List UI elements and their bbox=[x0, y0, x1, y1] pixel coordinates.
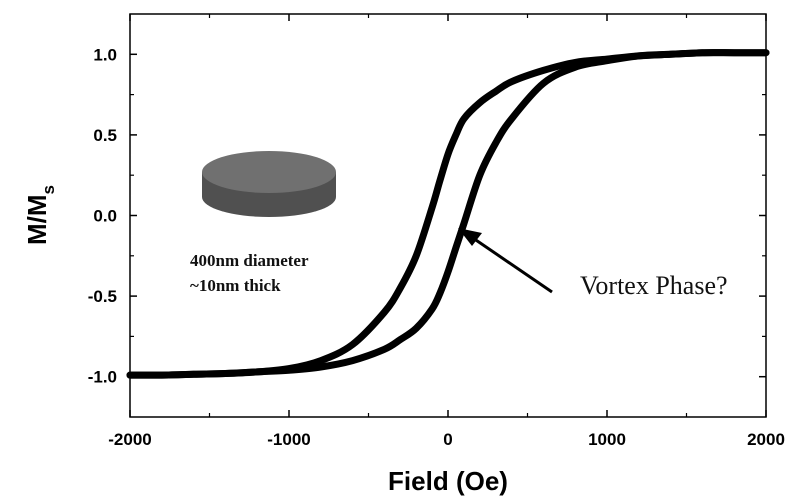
vortex-arrow bbox=[458, 228, 553, 294]
data-point bbox=[158, 372, 165, 379]
data-point bbox=[445, 151, 451, 158]
series-layer bbox=[126, 49, 770, 379]
data-point bbox=[460, 115, 467, 122]
y-tick-label: 0.5 bbox=[93, 126, 117, 145]
data-point bbox=[492, 140, 499, 146]
data-point bbox=[452, 244, 459, 251]
data-point bbox=[667, 51, 674, 58]
x-axis-title: Field (Oe) bbox=[388, 466, 508, 496]
data-point bbox=[763, 49, 769, 56]
y-tick-label: -0.5 bbox=[88, 287, 117, 306]
data-point bbox=[476, 172, 483, 179]
disk-size-label: 400nm diameter bbox=[190, 251, 309, 270]
x-tick-label: -2000 bbox=[108, 430, 151, 449]
y-tick-label: -1.0 bbox=[88, 368, 117, 387]
svg-text:M/Ms: M/Ms bbox=[22, 185, 58, 245]
arrow-shaft bbox=[469, 234, 553, 294]
disk-illustration bbox=[202, 151, 336, 217]
data-point bbox=[437, 289, 444, 296]
data-point bbox=[429, 306, 436, 312]
y-axis-title-main: M/M bbox=[22, 194, 52, 245]
hysteresis-branch-1 bbox=[126, 49, 770, 379]
data-point bbox=[508, 115, 515, 122]
vortex-phase-label: Vortex Phase? bbox=[580, 271, 728, 300]
x-tick-label: -1000 bbox=[267, 430, 310, 449]
data-point bbox=[222, 370, 229, 377]
y-axis-title: M/Ms bbox=[22, 185, 58, 245]
data-point bbox=[540, 80, 547, 87]
data-point bbox=[635, 52, 642, 59]
x-tick-label: 2000 bbox=[747, 430, 785, 449]
data-point bbox=[731, 49, 738, 56]
arrow-head bbox=[458, 228, 482, 246]
data-point bbox=[190, 371, 197, 378]
x-axis-ticks: -2000 -1000 0 1000 2000 bbox=[108, 14, 785, 449]
data-point bbox=[437, 177, 444, 183]
data-point bbox=[413, 325, 420, 332]
data-point bbox=[699, 49, 706, 56]
data-point bbox=[508, 78, 515, 85]
x-tick-label: 0 bbox=[443, 430, 452, 449]
data-point bbox=[452, 131, 459, 138]
data-point bbox=[349, 357, 356, 364]
data-point bbox=[572, 64, 579, 71]
data-point bbox=[317, 357, 324, 364]
data-point bbox=[381, 346, 388, 353]
data-point bbox=[397, 285, 404, 291]
data-point bbox=[381, 309, 388, 316]
data-point bbox=[127, 372, 133, 379]
data-point bbox=[286, 367, 292, 374]
plot-frame bbox=[129, 13, 767, 418]
data-point bbox=[254, 368, 261, 375]
data-point bbox=[604, 57, 610, 64]
y-tick-label: 1.0 bbox=[93, 45, 117, 64]
data-point bbox=[540, 67, 547, 74]
data-point bbox=[492, 88, 499, 95]
data-point bbox=[397, 336, 404, 343]
data-point bbox=[460, 220, 467, 227]
data-point bbox=[413, 252, 420, 259]
disk-top bbox=[202, 151, 336, 193]
data-point bbox=[429, 204, 436, 211]
x-tick-label: 1000 bbox=[588, 430, 626, 449]
data-point bbox=[476, 99, 483, 106]
data-point bbox=[349, 341, 356, 348]
data-point bbox=[445, 268, 451, 275]
y-axis-title-subscript: s bbox=[39, 185, 58, 194]
y-tick-label: 0.0 bbox=[93, 207, 117, 226]
hysteresis-branch-2 bbox=[126, 49, 770, 379]
disk-thickness-label: ~10nm thick bbox=[190, 276, 281, 295]
data-point bbox=[317, 364, 324, 370]
y-axis-ticks: 1.0 0.5 0.0 -0.5 -1.0 bbox=[88, 45, 766, 387]
